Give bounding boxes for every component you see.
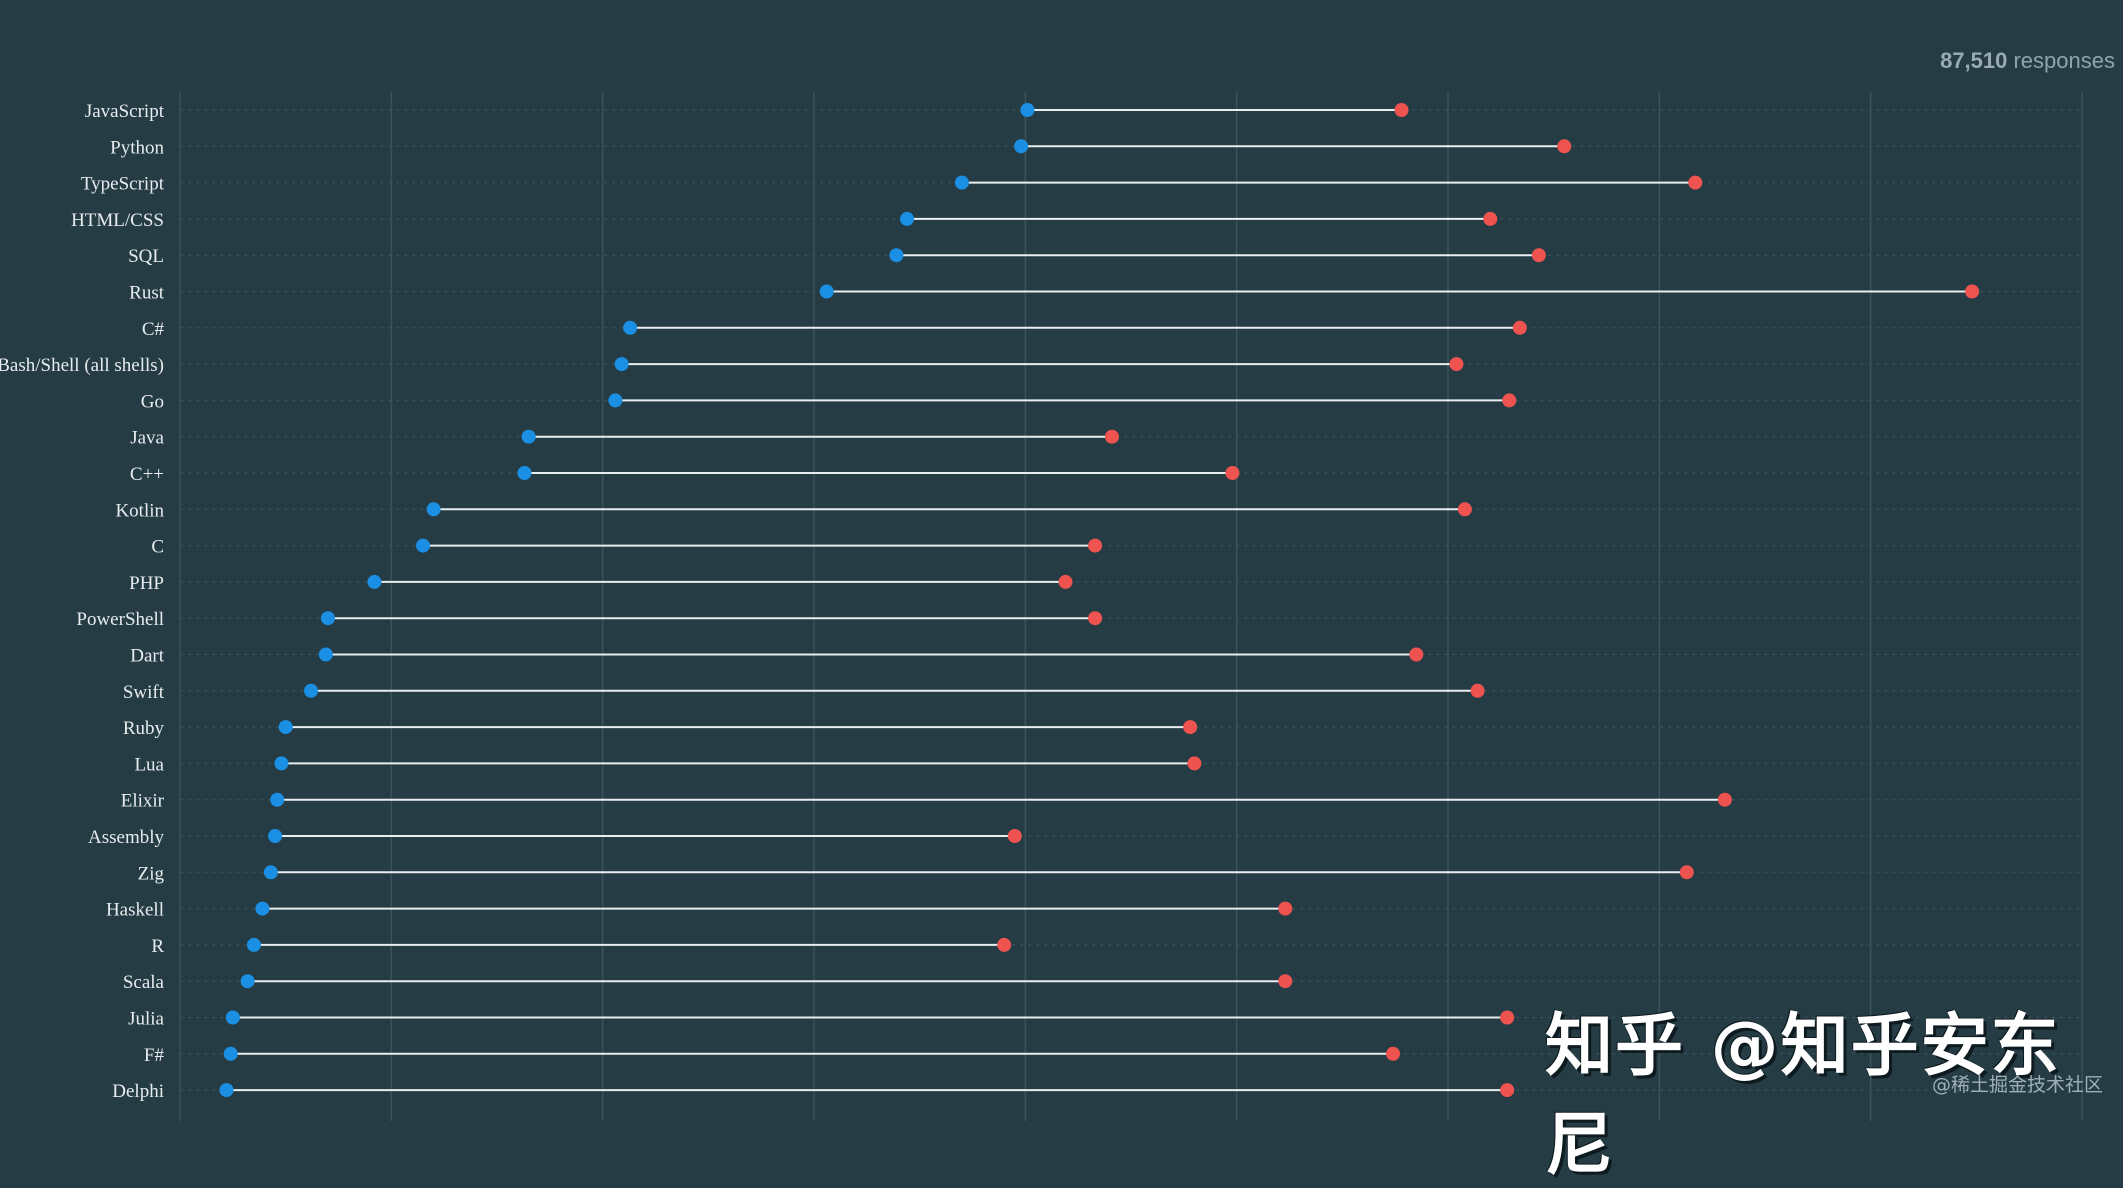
category-label: Delphi <box>112 1081 164 1102</box>
used-point[interactable] <box>219 1083 233 1097</box>
category-label: Java <box>130 428 164 449</box>
used-point[interactable] <box>247 938 261 952</box>
want-point[interactable] <box>1409 648 1423 662</box>
category-label: Kotlin <box>115 500 164 521</box>
category-label: C <box>151 537 164 558</box>
category-label: Rust <box>129 283 165 304</box>
category-label: Zig <box>138 863 165 884</box>
want-point[interactable] <box>1500 1011 1514 1025</box>
used-point[interactable] <box>889 248 903 262</box>
category-label: Python <box>110 137 164 158</box>
used-point[interactable] <box>264 865 278 879</box>
category-label: Ruby <box>123 718 165 739</box>
used-point[interactable] <box>226 1011 240 1025</box>
used-point[interactable] <box>279 720 293 734</box>
used-point[interactable] <box>270 793 284 807</box>
used-point[interactable] <box>321 611 335 625</box>
used-point[interactable] <box>224 1047 238 1061</box>
want-point[interactable] <box>1688 176 1702 190</box>
used-point[interactable] <box>427 502 441 516</box>
used-point[interactable] <box>274 756 288 770</box>
used-point[interactable] <box>1020 103 1034 117</box>
category-label: Assembly <box>88 827 165 848</box>
response-count: 87,510 responses <box>1940 48 2115 74</box>
want-point[interactable] <box>1058 575 1072 589</box>
response-count-label: responses <box>2013 48 2115 73</box>
want-point[interactable] <box>1458 502 1472 516</box>
category-label: Dart <box>130 646 164 667</box>
used-point[interactable] <box>615 357 629 371</box>
used-point[interactable] <box>241 974 255 988</box>
category-label: Go <box>141 391 164 412</box>
want-point[interactable] <box>1502 393 1516 407</box>
want-point[interactable] <box>1680 865 1694 879</box>
want-point[interactable] <box>1278 974 1292 988</box>
category-label: TypeScript <box>81 174 165 195</box>
category-label: JavaScript <box>85 101 165 122</box>
category-label: Haskell <box>106 900 164 921</box>
used-point[interactable] <box>255 902 269 916</box>
used-point[interactable] <box>268 829 282 843</box>
want-point[interactable] <box>1386 1047 1400 1061</box>
category-label: Lua <box>134 754 164 775</box>
want-point[interactable] <box>1225 466 1239 480</box>
category-label: Swift <box>123 682 165 703</box>
used-point[interactable] <box>955 176 969 190</box>
used-point[interactable] <box>416 539 430 553</box>
grid-lines <box>180 92 2082 1121</box>
want-point[interactable] <box>1183 720 1197 734</box>
response-count-value: 87,510 <box>1940 48 2007 73</box>
category-label: Bash/Shell (all shells) <box>0 355 164 376</box>
used-point[interactable] <box>517 466 531 480</box>
want-point[interactable] <box>1500 1083 1514 1097</box>
used-point[interactable] <box>820 285 834 299</box>
want-point[interactable] <box>1008 829 1022 843</box>
want-point[interactable] <box>1449 357 1463 371</box>
want-point[interactable] <box>1088 611 1102 625</box>
category-label: PHP <box>129 573 164 594</box>
category-label: C++ <box>130 464 164 485</box>
want-point[interactable] <box>1395 103 1409 117</box>
used-point[interactable] <box>319 648 333 662</box>
want-point[interactable] <box>997 938 1011 952</box>
chart-rows: JavaScript Python TypeScript HTML/CSS SQL Rus… <box>0 101 2082 1102</box>
used-point[interactable] <box>304 684 318 698</box>
want-point[interactable] <box>1471 684 1485 698</box>
want-point[interactable] <box>1557 139 1571 153</box>
watermark-sub: @稀土掘金技术社区 <box>1932 1070 2103 1097</box>
used-point[interactable] <box>900 212 914 226</box>
want-point[interactable] <box>1105 430 1119 444</box>
want-point[interactable] <box>1187 756 1201 770</box>
category-label: C# <box>142 319 165 340</box>
category-label: Scala <box>123 972 165 993</box>
category-label: PowerShell <box>76 609 164 630</box>
want-point[interactable] <box>1965 285 1979 299</box>
want-point[interactable] <box>1718 793 1732 807</box>
used-point[interactable] <box>522 430 536 444</box>
want-point[interactable] <box>1278 902 1292 916</box>
used-point[interactable] <box>608 393 622 407</box>
category-label: HTML/CSS <box>71 210 164 231</box>
dumbbell-chart: JavaScript Python TypeScript HTML/CSS SQL Rus… <box>0 0 2123 1121</box>
used-point[interactable] <box>1014 139 1028 153</box>
want-point[interactable] <box>1088 539 1102 553</box>
want-point[interactable] <box>1532 248 1546 262</box>
used-point[interactable] <box>367 575 381 589</box>
category-label: R <box>151 936 164 957</box>
category-label: F# <box>144 1045 165 1066</box>
category-label: Julia <box>128 1009 164 1030</box>
used-point[interactable] <box>623 321 637 335</box>
want-point[interactable] <box>1483 212 1497 226</box>
want-point[interactable] <box>1513 321 1527 335</box>
category-label: Elixir <box>121 791 165 812</box>
category-label: SQL <box>128 246 164 267</box>
